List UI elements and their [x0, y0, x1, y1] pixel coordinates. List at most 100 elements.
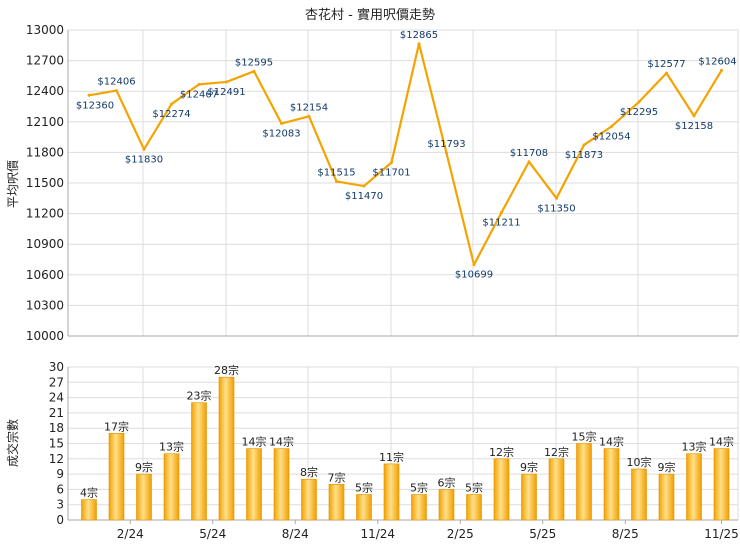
price-point: [445, 151, 448, 155]
volume-y-tick-label: 18: [49, 421, 64, 435]
price-data-label: $12083: [262, 129, 300, 140]
price-data-label: $12406: [97, 77, 135, 88]
x-tick-label: 2/24: [117, 527, 144, 541]
price-y-tick-label: 11800: [26, 145, 64, 159]
x-tick-label: 5/25: [529, 527, 556, 541]
price-line: [88, 42, 723, 266]
price-point: [87, 93, 91, 97]
volume-data-label: 6宗: [438, 475, 456, 489]
volume-data-label: 17宗: [104, 419, 129, 433]
price-point: [280, 122, 283, 126]
volume-data-label: 5宗: [410, 481, 428, 495]
price-point: [197, 82, 201, 86]
price-point: [637, 100, 641, 104]
volume-bar: [548, 458, 565, 521]
price-point: [115, 89, 118, 93]
price-point: [692, 114, 696, 118]
volume-bar: [603, 448, 620, 521]
volume-data-label: 23宗: [187, 389, 212, 403]
volume-bar: [713, 448, 730, 521]
volume-y-tick-label: 30: [49, 360, 64, 374]
price-y-axis: 10000 10300 10600 10900 11200 11500 11800 12100…: [26, 23, 64, 343]
volume-bar: [163, 453, 180, 521]
price-y-tick-label: 13000: [26, 23, 64, 37]
price-point: [307, 114, 311, 118]
price-point: [720, 68, 723, 72]
price-point: [500, 210, 503, 214]
price-data-label: $11793: [427, 139, 465, 150]
price-data-label: $12274: [152, 109, 190, 120]
x-tick-label: 8/25: [612, 527, 639, 541]
x-tick-label: 11/24: [360, 527, 395, 541]
x-axis: 2/24 5/24 8/24 11/24 2/25 5/25 8/25 11/25: [117, 520, 739, 541]
volume-y-tick-label: 24: [49, 391, 64, 405]
price-y-tick-label: 12700: [26, 54, 64, 68]
price-point: [582, 143, 586, 147]
price-point: [335, 179, 338, 183]
volume-data-label: 5宗: [355, 481, 373, 495]
price-data-label: $12154: [290, 102, 328, 113]
volume-bar: [273, 448, 290, 521]
price-y-tick-label: 12100: [26, 115, 64, 129]
price-point: [362, 184, 366, 188]
volume-data-label: 12宗: [544, 445, 569, 459]
x-tick-label: 8/24: [282, 527, 309, 541]
price-data-label: $11211: [482, 217, 520, 228]
volume-bar: [218, 376, 235, 521]
volume-bar: [686, 453, 702, 521]
price-data-label: $12054: [592, 131, 630, 142]
volume-bar: [576, 443, 592, 521]
volume-bar: [466, 494, 482, 521]
price-data-label: $12491: [207, 87, 245, 98]
volume-y-tick-label: 27: [49, 375, 64, 389]
volume-y-tick-label: 21: [49, 406, 64, 420]
volume-data-label: 5宗: [465, 481, 483, 495]
volume-bar: [658, 473, 675, 521]
price-data-label: $11515: [317, 167, 355, 178]
volume-bar: [108, 432, 125, 521]
volume-bar: [246, 448, 262, 521]
price-y-tick-label: 11200: [26, 207, 64, 221]
volume-data-label: 4宗: [80, 486, 98, 500]
price-y-axis-label: 平均呎價: [6, 160, 20, 208]
volume-grid: [67, 366, 739, 521]
volume-bar: [356, 494, 372, 521]
price-point: [225, 80, 228, 84]
volume-y-tick-label: 12: [49, 452, 64, 466]
volume-y-axis-label: 成交宗數: [5, 419, 20, 467]
price-data-label: $11350: [537, 203, 575, 214]
volume-data-label: 11宗: [379, 450, 404, 464]
price-point: [417, 42, 421, 46]
price-point: [142, 147, 146, 151]
price-series: $12360 $12406 $11830 $12274 $12467$12491 $125…: [76, 30, 737, 281]
price-point: [472, 263, 476, 267]
volume-bar: [411, 494, 427, 521]
volume-data-label: 14宗: [242, 435, 267, 449]
volume-y-tick-label: 0: [56, 513, 64, 527]
volume-bar: [301, 478, 317, 521]
volume-bar: [191, 402, 207, 521]
price-data-label: $12158: [675, 121, 713, 132]
volume-bar: [328, 483, 345, 521]
volume-data-label: 14宗: [709, 435, 734, 449]
price-grid: [67, 29, 739, 337]
price-data-label: $11470: [345, 191, 383, 202]
volume-y-tick-label: 6: [56, 482, 64, 496]
price-y-tick-label: 10000: [26, 329, 64, 343]
chart-title: 杏花村 - 實用呎價走勢: [305, 7, 435, 23]
price-y-tick-label: 10300: [26, 298, 64, 312]
price-data-label: $12595: [235, 57, 273, 68]
price-y-tick-label: 11500: [26, 176, 64, 190]
x-tick-label: 2/25: [447, 527, 474, 541]
x-tick-label: 11/25: [704, 527, 739, 541]
volume-y-tick-label: 9: [56, 467, 64, 481]
volume-bar: [521, 473, 537, 521]
volume-bar: [81, 499, 97, 521]
price-data-label: $12865: [400, 30, 438, 41]
volume-data-label: 9宗: [658, 460, 676, 474]
price-data-label: $11873: [565, 150, 603, 161]
volume-data-label: 13宗: [159, 440, 184, 454]
price-point: [610, 124, 613, 128]
